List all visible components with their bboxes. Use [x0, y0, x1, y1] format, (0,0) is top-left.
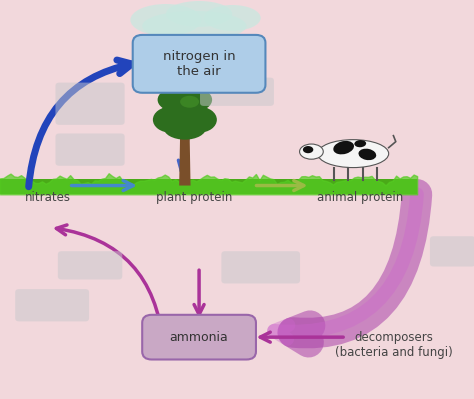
Text: ammonia: ammonia: [170, 331, 228, 344]
FancyBboxPatch shape: [55, 134, 125, 166]
FancyArrowPatch shape: [274, 194, 417, 339]
FancyArrowPatch shape: [28, 60, 132, 187]
Ellipse shape: [204, 5, 261, 31]
Ellipse shape: [166, 1, 232, 27]
Ellipse shape: [181, 89, 212, 111]
FancyArrowPatch shape: [178, 85, 199, 171]
FancyBboxPatch shape: [55, 83, 125, 125]
FancyBboxPatch shape: [15, 289, 89, 322]
Ellipse shape: [162, 95, 207, 124]
Text: animal protein: animal protein: [317, 191, 403, 204]
Text: plant protein: plant protein: [156, 191, 233, 204]
FancyArrowPatch shape: [194, 270, 204, 314]
Ellipse shape: [318, 140, 389, 168]
Ellipse shape: [130, 4, 201, 36]
FancyBboxPatch shape: [58, 251, 122, 279]
FancyArrowPatch shape: [56, 225, 163, 344]
Ellipse shape: [355, 140, 366, 147]
FancyBboxPatch shape: [142, 315, 256, 359]
Ellipse shape: [303, 146, 313, 153]
Bar: [0, 179, 417, 194]
Ellipse shape: [166, 80, 204, 104]
Ellipse shape: [142, 11, 246, 41]
Ellipse shape: [164, 116, 206, 140]
Ellipse shape: [180, 96, 199, 108]
Ellipse shape: [333, 141, 354, 154]
Ellipse shape: [300, 144, 323, 159]
Ellipse shape: [157, 89, 188, 111]
FancyArrowPatch shape: [256, 180, 304, 191]
FancyBboxPatch shape: [133, 35, 265, 93]
FancyArrowPatch shape: [260, 332, 343, 342]
FancyBboxPatch shape: [430, 236, 474, 267]
Ellipse shape: [181, 107, 217, 133]
Polygon shape: [179, 134, 191, 186]
Ellipse shape: [153, 107, 188, 133]
FancyArrowPatch shape: [72, 180, 133, 191]
Text: nitrogen in
the air: nitrogen in the air: [163, 50, 236, 78]
Text: decomposers
(bacteria and fungi): decomposers (bacteria and fungi): [335, 331, 452, 359]
Ellipse shape: [358, 149, 376, 160]
FancyBboxPatch shape: [200, 77, 274, 106]
FancyArrowPatch shape: [293, 194, 417, 342]
Text: nitrates: nitrates: [24, 191, 71, 204]
FancyBboxPatch shape: [221, 251, 300, 283]
